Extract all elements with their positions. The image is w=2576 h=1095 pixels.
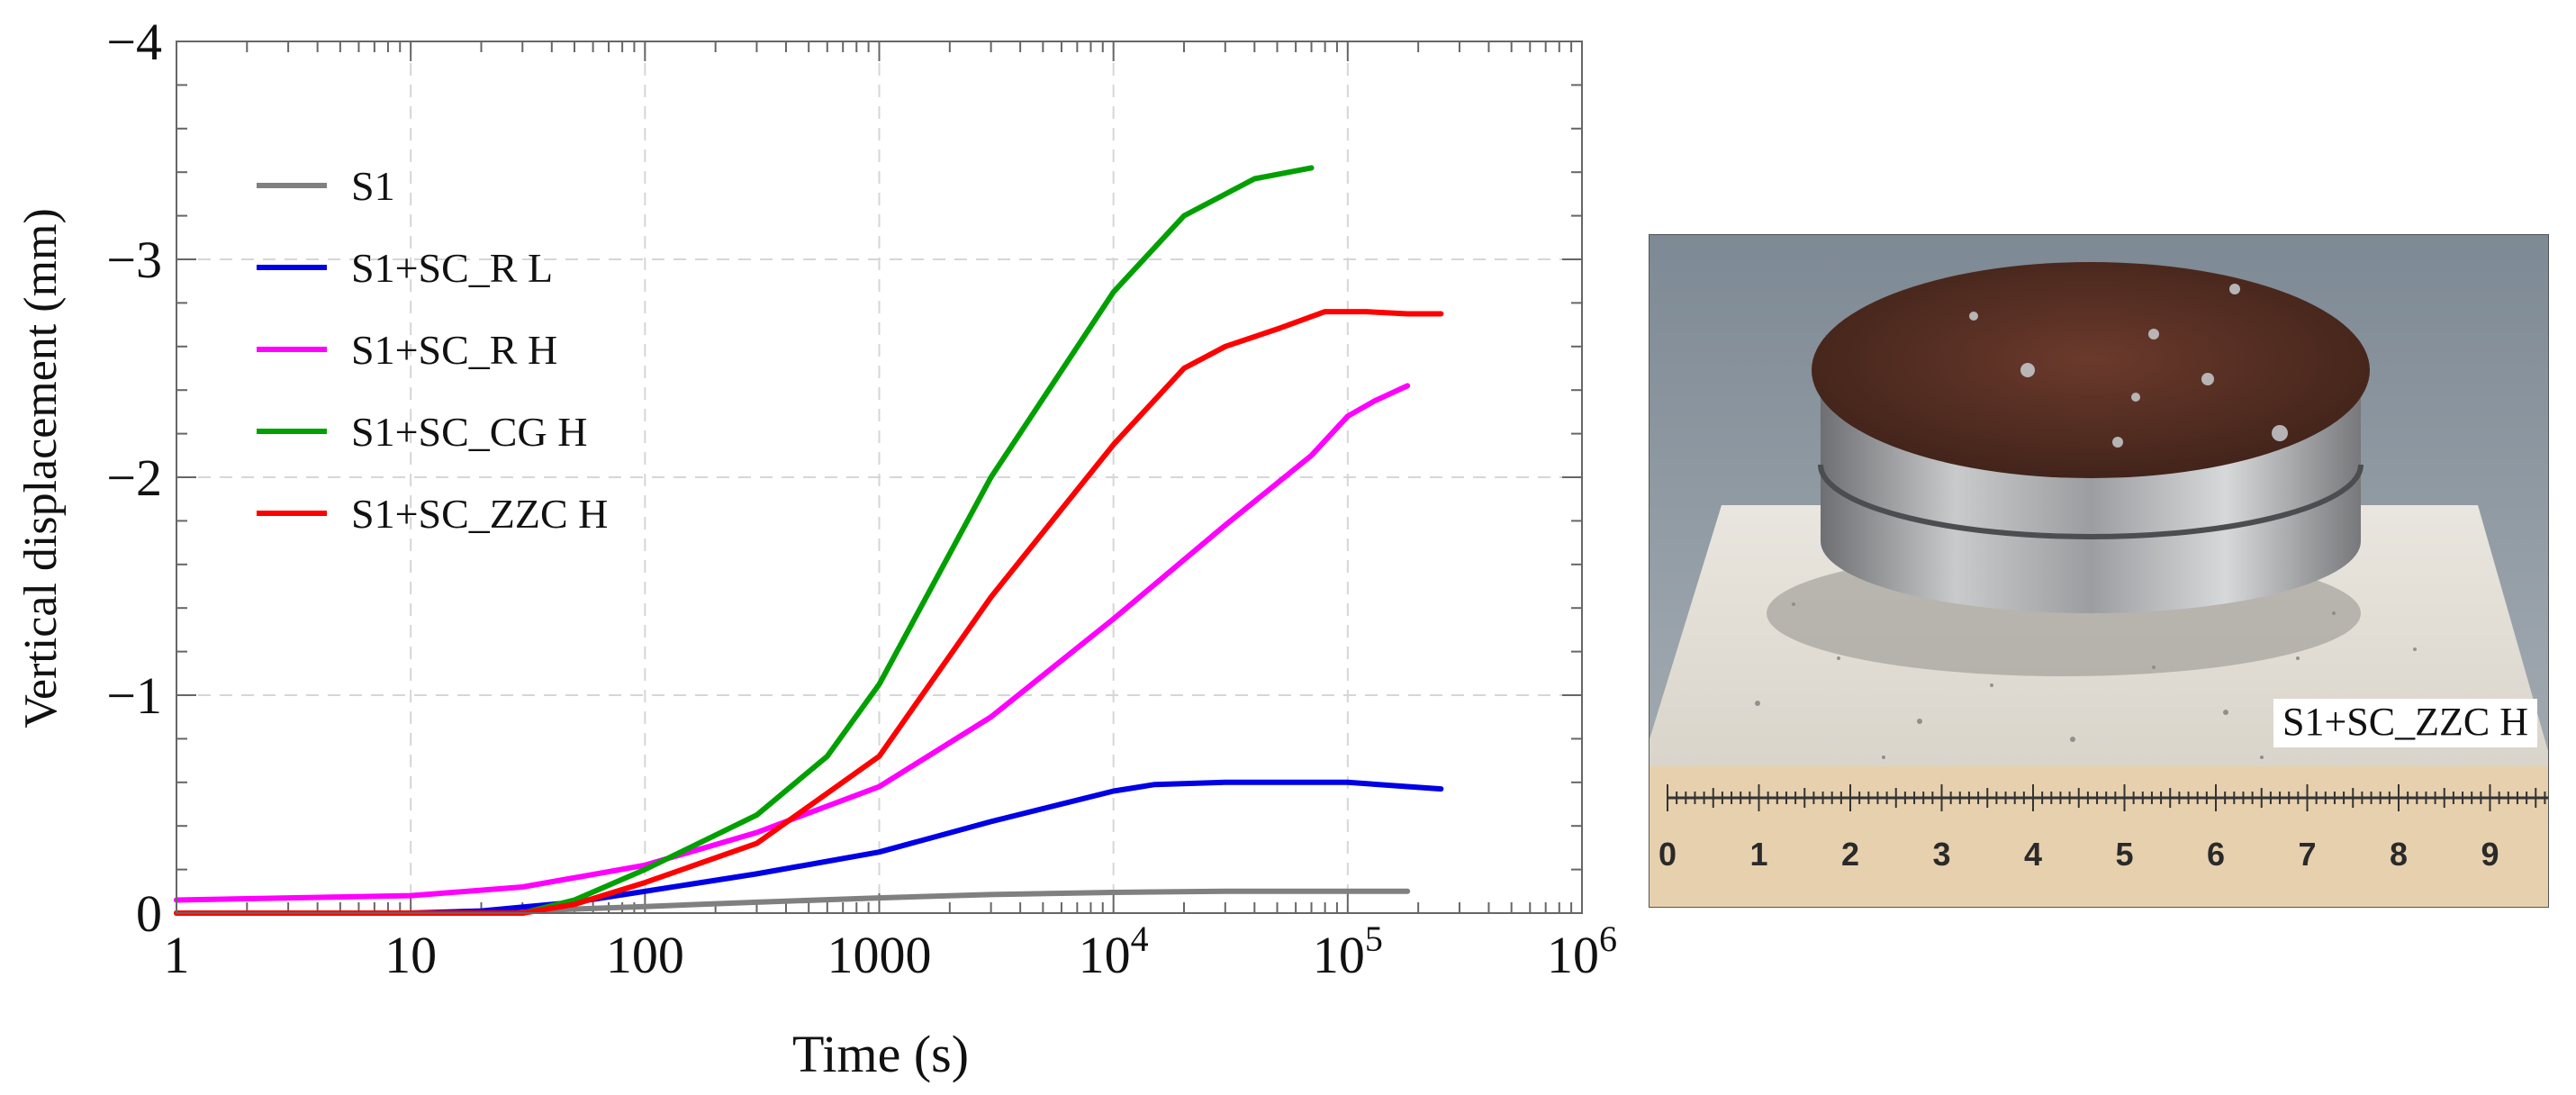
ruler-number: 6	[2207, 836, 2225, 873]
y-tick-label: −4	[106, 13, 162, 71]
x-tick-label: 105	[1313, 919, 1383, 984]
ruler-number: 4	[2024, 836, 2042, 873]
y-tick-label: −3	[106, 231, 162, 289]
soil-flecks	[1969, 284, 2288, 448]
legend: S1 S1+SC_R L S1+SC_R H S1+SC_CG H S1+SC_ZZC …	[257, 163, 608, 537]
ruler-number: 9	[2481, 836, 2499, 873]
ruler-number: 5	[2115, 836, 2133, 873]
x-tick-label: 100	[606, 926, 684, 984]
y-tick-label: −2	[106, 448, 162, 507]
series-line	[174, 779, 1444, 916]
ruler-number: 7	[2298, 836, 2316, 873]
ruler-ticks	[1667, 784, 2546, 811]
x-tick-label: 106	[1547, 919, 1617, 984]
ruler-number: 0	[1659, 836, 1677, 873]
y-axis-title: Vertical displacement (mm)	[15, 208, 67, 728]
photo-caption: S1+SC_ZZC H	[2273, 699, 2537, 747]
legend-label: S1+SC_CG H	[351, 409, 587, 455]
x-tick-label: 10	[384, 926, 437, 984]
y-tick-labels: 0 −1 −2 −3 −4	[106, 13, 162, 943]
y-tick-label: 0	[136, 884, 162, 943]
x-tick-label: 1	[164, 926, 190, 984]
ruler-number: 1	[1749, 836, 1767, 873]
series-line	[174, 383, 1411, 903]
ring-groove	[1818, 464, 2364, 539]
ruler-number: 2	[1841, 836, 1859, 873]
series-line	[174, 309, 1444, 916]
ruler	[1650, 766, 2548, 907]
legend-label: S1+SC_ZZC H	[351, 491, 608, 537]
legend-label: S1	[351, 163, 395, 209]
x-tick-labels: 1 10 100 1000 104 105 106	[164, 919, 1618, 984]
plot-frame	[176, 41, 1583, 914]
x-axis-title: Time (s)	[792, 1025, 969, 1083]
y-tick-label: −1	[106, 666, 162, 725]
x-tick-label: 1000	[827, 926, 932, 984]
ruler-number: 3	[1932, 836, 1950, 873]
minor-ticks	[176, 41, 1582, 914]
series-line	[174, 165, 1315, 916]
legend-label: S1+SC_R L	[351, 245, 553, 291]
ruler-number: 8	[2390, 836, 2408, 873]
soil-sample	[1812, 262, 2370, 478]
x-tick-label: 104	[1079, 919, 1149, 984]
specimen-photo: 0 1 2 3 4 5 6 7 8 9 S1+SC_ZZC H	[1649, 234, 2549, 908]
ruler-labels: 0 1 2 3 4 5 6 7 8 9	[1659, 836, 2499, 873]
legend-label: S1+SC_R H	[351, 327, 557, 373]
series-lines	[174, 165, 1444, 916]
displacement-chart: 0 −1 −2 −3 −4 1 10 100 1000 104 105 106 Time (s) V…	[15, 13, 1618, 1083]
